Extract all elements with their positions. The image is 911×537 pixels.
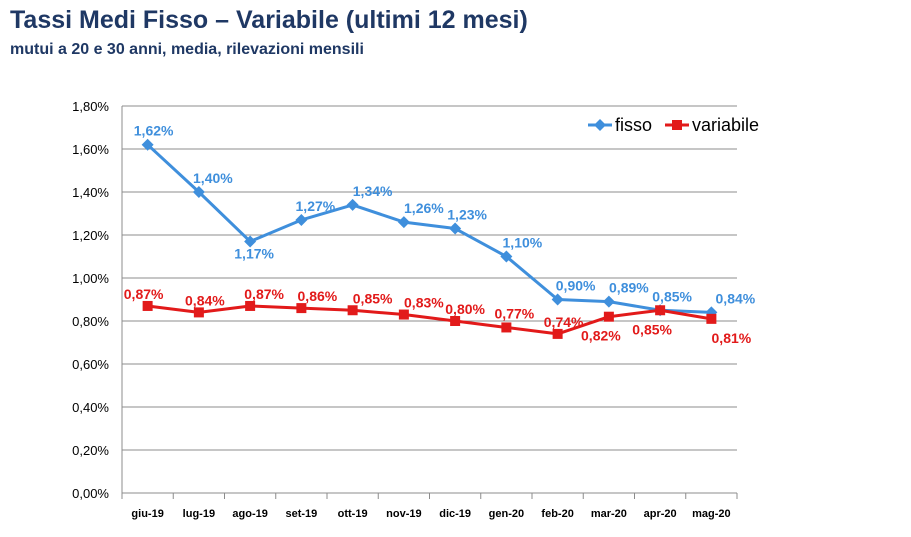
y-tick-label: 0,20% bbox=[72, 443, 109, 458]
y-tick-label: 0,60% bbox=[72, 357, 109, 372]
variabile-point bbox=[245, 300, 256, 311]
legend-fisso-label: fisso bbox=[615, 115, 652, 135]
chart-title: Tassi Medi Fisso – Variabile (ultimi 12 … bbox=[10, 6, 528, 34]
x-tick-label: nov-19 bbox=[386, 508, 421, 520]
fisso-data-label: 1,10% bbox=[503, 235, 543, 251]
chart-subtitle: mutui a 20 e 30 anni, media, rilevazioni… bbox=[10, 41, 364, 58]
fisso-point bbox=[500, 250, 513, 263]
legend-fisso-marker bbox=[594, 119, 606, 131]
y-tick-label: 0,40% bbox=[72, 400, 109, 415]
y-tick-label: 1,20% bbox=[72, 228, 109, 243]
y-tick-label: 1,80% bbox=[72, 99, 109, 114]
y-tick-label: 1,00% bbox=[72, 271, 109, 286]
x-tick-label: mar-20 bbox=[591, 508, 627, 520]
variabile-point bbox=[450, 316, 461, 326]
variabile-data-label: 0,86% bbox=[298, 288, 338, 304]
fisso-point bbox=[449, 222, 462, 235]
fisso-data-label: 0,84% bbox=[716, 290, 756, 306]
legend-variabile-marker bbox=[672, 120, 682, 130]
variabile-point bbox=[398, 309, 409, 320]
variabile-point bbox=[501, 322, 512, 333]
fisso-point bbox=[397, 216, 410, 229]
x-tick-label: gen-20 bbox=[489, 508, 524, 520]
variabile-data-label: 0,87% bbox=[124, 286, 164, 302]
fisso-point bbox=[602, 295, 615, 308]
y-tick-label: 1,40% bbox=[72, 185, 109, 200]
x-tick-label: ott-19 bbox=[338, 508, 368, 520]
fisso-data-label: 1,26% bbox=[404, 200, 444, 216]
fisso-point bbox=[346, 198, 359, 211]
fisso-point bbox=[244, 235, 257, 248]
x-tick-label: lug-19 bbox=[183, 508, 215, 520]
variabile-data-label: 0,77% bbox=[495, 305, 535, 321]
legend-variabile-label: variabile bbox=[692, 115, 759, 135]
fisso-data-label: 1,17% bbox=[234, 245, 274, 261]
variabile-data-label: 0,85% bbox=[353, 290, 393, 306]
variabile-point bbox=[142, 300, 153, 311]
variabile-data-label: 0,83% bbox=[404, 295, 444, 311]
fisso-point bbox=[141, 138, 154, 151]
variabile-data-label: 0,85% bbox=[632, 321, 672, 337]
fisso-data-label: 0,90% bbox=[556, 278, 596, 294]
variabile-point bbox=[655, 305, 666, 316]
x-tick-label: set-19 bbox=[285, 508, 317, 520]
y-tick-label: 1,60% bbox=[72, 142, 109, 157]
x-tick-label: giu-19 bbox=[131, 508, 163, 520]
variabile-data-label: 0,74% bbox=[544, 314, 584, 330]
variabile-data-label: 0,81% bbox=[712, 330, 752, 346]
fisso-data-label: 1,27% bbox=[296, 198, 336, 214]
fisso-line bbox=[146, 143, 712, 314]
variabile-point bbox=[603, 311, 614, 322]
variabile-point bbox=[296, 303, 307, 314]
y-tick-label: 0,00% bbox=[72, 486, 109, 501]
fisso-data-label: 0,85% bbox=[652, 288, 692, 304]
fisso-data-label: 1,40% bbox=[193, 170, 233, 186]
x-tick-label: ago-19 bbox=[232, 508, 267, 520]
variabile-data-label: 0,80% bbox=[445, 301, 485, 317]
variabile-data-label: 0,82% bbox=[581, 328, 621, 344]
variabile-line bbox=[147, 304, 712, 336]
variabile-point bbox=[552, 328, 563, 339]
fisso-data-label: 0,89% bbox=[609, 280, 649, 296]
variabile-point bbox=[347, 305, 358, 316]
variabile-data-label: 0,84% bbox=[185, 292, 225, 308]
fisso-data-label: 1,34% bbox=[353, 183, 393, 199]
fisso-data-label: 1,23% bbox=[447, 207, 487, 223]
x-tick-label: mag-20 bbox=[692, 508, 731, 520]
fisso-point bbox=[551, 293, 564, 306]
fisso-point bbox=[295, 213, 308, 226]
y-tick-label: 0,80% bbox=[72, 314, 109, 329]
variabile-point bbox=[706, 313, 717, 324]
variabile-point bbox=[193, 307, 204, 318]
x-tick-label: dic-19 bbox=[439, 508, 471, 520]
fisso-data-label: 1,62% bbox=[134, 123, 174, 139]
fisso-point bbox=[192, 186, 205, 198]
x-tick-label: apr-20 bbox=[644, 508, 677, 520]
x-tick-label: feb-20 bbox=[541, 508, 573, 520]
variabile-data-label: 0,87% bbox=[244, 286, 284, 302]
